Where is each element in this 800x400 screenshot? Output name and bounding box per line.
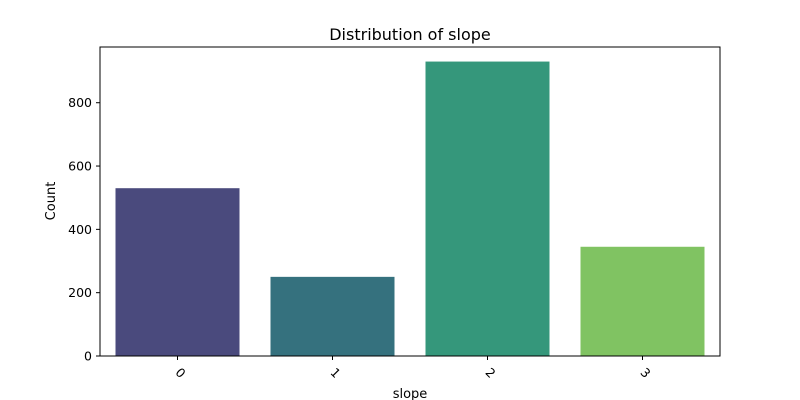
y-tick-label: 600 [68, 159, 92, 174]
y-axis-ticks: 0 200 400 600 800 [68, 95, 100, 364]
y-tick-label: 400 [68, 222, 92, 237]
y-axis-label: Count [44, 182, 59, 221]
bar-0 [115, 188, 240, 356]
y-tick-label: 800 [68, 95, 92, 110]
plot-frame [99, 46, 721, 357]
x-axis-label: slope [393, 387, 428, 400]
x-tick-label: 3 [638, 365, 654, 381]
chart-title: Distribution of slope [329, 25, 491, 44]
x-tick-label: 1 [328, 365, 344, 381]
x-tick-label: 2 [483, 365, 499, 381]
x-tick-label: 0 [173, 365, 189, 381]
x-axis-ticks: 0 1 2 3 [173, 356, 654, 381]
bar-3 [580, 246, 705, 356]
bar-1 [270, 276, 395, 356]
y-tick-label: 0 [84, 349, 92, 364]
bars-group [115, 61, 705, 357]
y-tick-label: 200 [68, 285, 92, 300]
bar-2 [425, 61, 550, 357]
